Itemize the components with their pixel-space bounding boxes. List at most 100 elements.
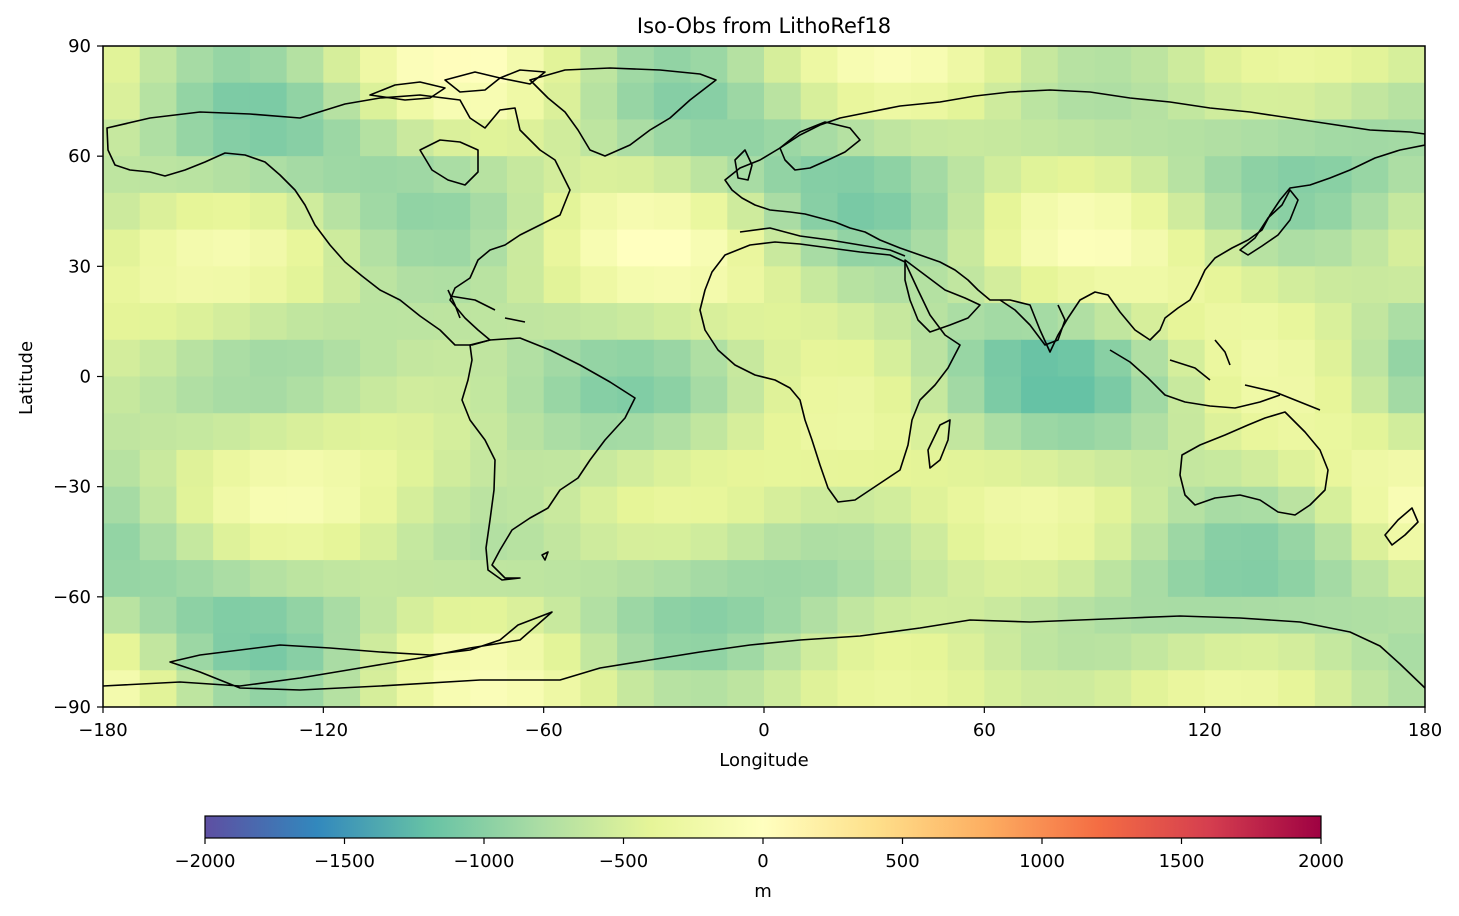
- field-cell: [506, 303, 545, 341]
- field-cell: [1314, 633, 1353, 671]
- field-cell: [947, 376, 985, 414]
- field-cell: [1094, 229, 1132, 267]
- field-cell: [470, 560, 508, 598]
- field-cell: [1057, 339, 1096, 378]
- coastline-scandinavia: [779, 121, 861, 171]
- field-cell: [249, 303, 288, 341]
- field-cell: [103, 229, 141, 267]
- field-cell: [580, 486, 618, 524]
- field-cell: [1021, 596, 1059, 635]
- field-cell: [1057, 303, 1096, 341]
- field-cell: [1314, 156, 1353, 194]
- field-cell: [1131, 266, 1169, 304]
- field-cell: [1314, 46, 1353, 84]
- field-cell: [543, 523, 581, 561]
- coastline-florida: [447, 289, 461, 319]
- field-cell: [1278, 339, 1316, 378]
- field-cell: [947, 523, 985, 561]
- field-cell: [176, 560, 214, 598]
- field-cell: [1314, 449, 1353, 488]
- field-cell: [1241, 46, 1279, 84]
- field-cell: [506, 376, 545, 414]
- field-cell: [1351, 670, 1389, 707]
- field-cell: [103, 192, 141, 231]
- coastline-britain: [734, 149, 753, 181]
- field-cell: [396, 46, 435, 84]
- field-cell: [103, 413, 141, 451]
- field-cell: [1314, 376, 1353, 414]
- field-cell: [653, 266, 692, 304]
- field-cell: [213, 413, 251, 451]
- field-cell: [727, 303, 765, 341]
- field-cell: [1131, 670, 1169, 707]
- field-cell: [690, 82, 728, 121]
- field-cell: [874, 192, 912, 231]
- field-cell: [580, 449, 618, 488]
- field-cell: [506, 156, 545, 194]
- y-tick-label: −30: [53, 477, 91, 498]
- field-cell: [1094, 156, 1132, 194]
- field-cell: [543, 46, 581, 84]
- field-cell: [800, 339, 839, 378]
- field-cell: [1131, 523, 1169, 561]
- x-tick-label: −180: [78, 720, 127, 741]
- field-cell: [690, 596, 728, 635]
- field-cell: [727, 413, 765, 451]
- field-cell: [984, 596, 1022, 635]
- field-cell: [1204, 596, 1242, 635]
- field-cell: [1388, 119, 1425, 157]
- field-cell: [176, 413, 214, 451]
- field-cell: [433, 670, 471, 707]
- field-cell: [1351, 82, 1389, 121]
- field-cell: [874, 303, 912, 341]
- field-cell: [286, 376, 324, 414]
- field-cell: [910, 266, 949, 304]
- field-cell: [1241, 413, 1279, 451]
- colorbar-tick-label: −500: [599, 851, 648, 872]
- field-cell: [139, 266, 178, 304]
- field-cell: [1167, 670, 1206, 707]
- field-cell: [139, 633, 178, 671]
- field-cell: [103, 266, 141, 304]
- field-cell: [249, 486, 288, 524]
- field-cell: [947, 670, 985, 707]
- field-cell: [213, 46, 251, 84]
- field-cell: [1241, 633, 1279, 671]
- field-cell: [176, 486, 214, 524]
- field-cell: [396, 376, 435, 414]
- field-cell: [470, 303, 508, 341]
- field-cell: [800, 449, 839, 488]
- field-cell: [1278, 633, 1316, 671]
- x-tick-label: 0: [758, 720, 769, 741]
- field-cell: [1278, 156, 1316, 194]
- field-cell: [323, 192, 361, 231]
- field-cell: [1021, 119, 1059, 157]
- field-cell: [727, 82, 765, 121]
- field-cell: [323, 303, 361, 341]
- field-cell: [764, 670, 802, 707]
- x-tick-label: 120: [1187, 720, 1221, 741]
- field-cell: [433, 192, 471, 231]
- field-cell: [213, 229, 251, 267]
- field-cell: [727, 46, 765, 84]
- field-cell: [947, 82, 985, 121]
- field-cell: [506, 670, 545, 707]
- field-cell: [396, 339, 435, 378]
- field-cell: [433, 560, 471, 598]
- coastline-eurasia: [724, 89, 1425, 353]
- field-cell: [1314, 339, 1353, 378]
- field-cell: [653, 119, 692, 157]
- field-cell: [103, 303, 141, 341]
- field-cell: [1021, 560, 1059, 598]
- field-cell: [690, 192, 728, 231]
- field-cell: [947, 449, 985, 488]
- field-cell: [1278, 560, 1316, 598]
- field-cell: [139, 560, 178, 598]
- field-cell: [543, 449, 581, 488]
- field-cell: [176, 266, 214, 304]
- field-cell: [506, 192, 545, 231]
- field-cell: [543, 633, 581, 671]
- field-cell: [690, 339, 728, 378]
- field-cell: [1278, 303, 1316, 341]
- field-cell: [947, 46, 985, 84]
